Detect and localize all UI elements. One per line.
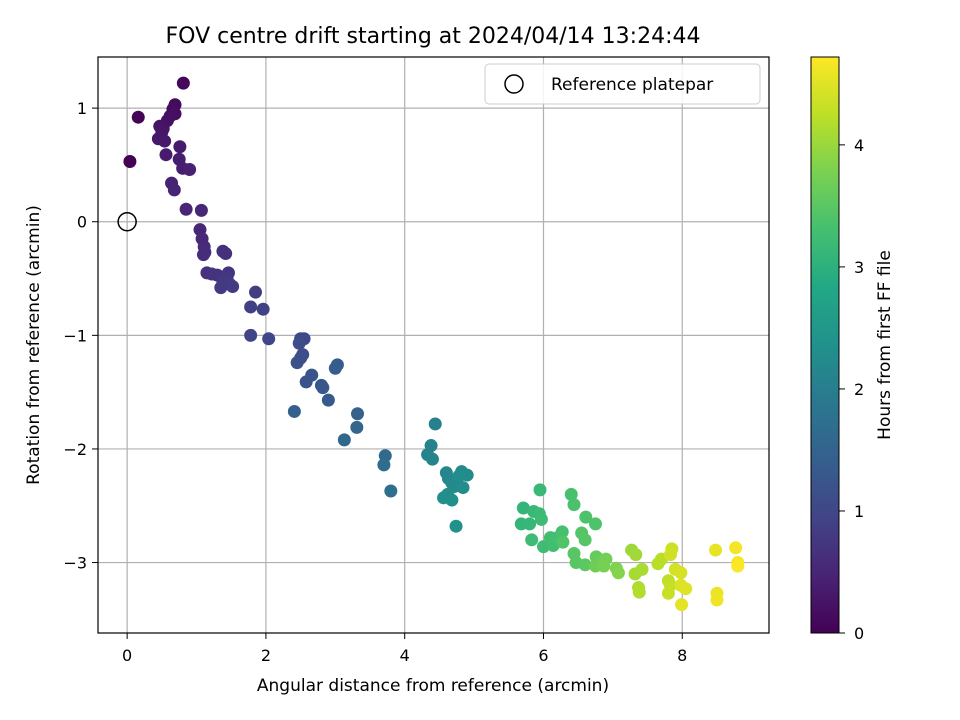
data-point — [679, 582, 693, 596]
data-point — [179, 202, 193, 216]
legend-box — [484, 63, 761, 105]
data-point — [516, 501, 530, 515]
y-tick-label: −3 — [63, 554, 87, 573]
data-point — [196, 248, 210, 262]
data-point — [556, 535, 570, 549]
data-point — [523, 517, 537, 531]
data-point — [290, 356, 304, 370]
data-point — [589, 517, 603, 531]
data-point — [351, 407, 365, 421]
colorbar-ticks: 0 1 2 3 4 — [839, 136, 864, 643]
data-point — [328, 361, 342, 375]
x-axis-label: Angular distance from reference (arcmin) — [257, 676, 609, 696]
data-point — [219, 247, 233, 261]
data-point — [131, 110, 145, 124]
data-point — [262, 332, 276, 346]
data-point — [173, 140, 187, 154]
data-point — [176, 76, 190, 90]
legend-entry-reference-platepar: Reference platepar — [551, 75, 713, 95]
data-point — [350, 420, 364, 434]
data-point — [445, 493, 459, 507]
colorbar-tick-label: 1 — [854, 502, 864, 521]
data-point — [534, 512, 548, 526]
x-tick-label: 8 — [677, 646, 687, 665]
data-point — [675, 598, 689, 612]
y-tick-label: −2 — [63, 440, 87, 459]
x-tick-label: 4 — [400, 646, 410, 665]
x-tick-label: 0 — [122, 646, 132, 665]
data-point — [611, 566, 625, 580]
data-point — [663, 548, 677, 562]
data-point — [578, 558, 592, 572]
data-point — [578, 533, 592, 547]
data-point — [674, 566, 688, 580]
data-point — [635, 562, 649, 576]
chart-title: FOV centre drift starting at 2024/04/14 … — [166, 24, 701, 49]
x-tick-label: 2 — [261, 646, 271, 665]
data-point — [533, 483, 547, 497]
data-point — [183, 162, 197, 176]
data-point — [292, 336, 306, 350]
data-point — [449, 519, 463, 533]
data-point — [452, 469, 466, 483]
data-point — [525, 533, 539, 547]
data-point — [249, 285, 263, 299]
data-point — [299, 375, 313, 389]
data-point — [159, 148, 173, 162]
x-axis-ticks: 0 2 4 6 8 — [122, 633, 687, 665]
colorbar-gradient — [810, 56, 840, 634]
plot-frame — [97, 56, 770, 634]
data-point — [287, 404, 301, 418]
legend-marker-icon — [504, 74, 524, 94]
data-point — [244, 300, 258, 314]
data-point — [536, 540, 550, 554]
data-point — [214, 281, 228, 295]
colorbar: 0 1 2 3 4 Hours from first FF file — [810, 56, 895, 643]
data-point — [709, 543, 723, 557]
colorbar-label: Hours from first FF file — [875, 250, 895, 440]
data-point — [456, 481, 470, 495]
data-point — [256, 302, 270, 316]
data-point — [377, 458, 391, 472]
data-point — [629, 548, 643, 562]
y-tick-label: 0 — [77, 213, 87, 232]
data-point — [384, 484, 398, 498]
colorbar-tick-label: 2 — [854, 380, 864, 399]
data-point — [579, 510, 593, 524]
colorbar-tick-label: 0 — [854, 624, 864, 643]
data-point — [564, 487, 578, 501]
y-tick-label: 1 — [77, 99, 87, 118]
data-point — [158, 134, 172, 148]
data-point — [710, 593, 724, 607]
colorbar-tick-label: 4 — [854, 136, 864, 155]
data-point — [167, 183, 181, 197]
data-point — [661, 586, 675, 600]
data-point — [731, 559, 745, 573]
data-point — [555, 525, 569, 539]
data-point — [226, 279, 240, 293]
data-point — [428, 417, 442, 431]
data-point — [632, 585, 646, 599]
data-point — [123, 155, 137, 169]
x-tick-label: 6 — [538, 646, 548, 665]
data-point — [316, 381, 330, 395]
data-point — [337, 433, 351, 447]
data-point — [597, 559, 611, 573]
y-axis-ticks: 1 0 −1 −2 −3 — [63, 99, 98, 573]
y-axis-label: Rotation from reference (arcmin) — [24, 205, 44, 485]
reference-platepar-marker — [117, 211, 137, 232]
data-points — [123, 76, 745, 612]
data-point — [244, 328, 258, 342]
data-point — [567, 498, 581, 512]
y-tick-label: −1 — [63, 326, 87, 345]
data-point — [729, 541, 743, 555]
data-point — [425, 452, 439, 466]
data-point — [321, 393, 335, 407]
legend: Reference platepar — [484, 63, 761, 105]
colorbar-tick-label: 3 — [854, 258, 864, 277]
data-point — [194, 203, 208, 217]
